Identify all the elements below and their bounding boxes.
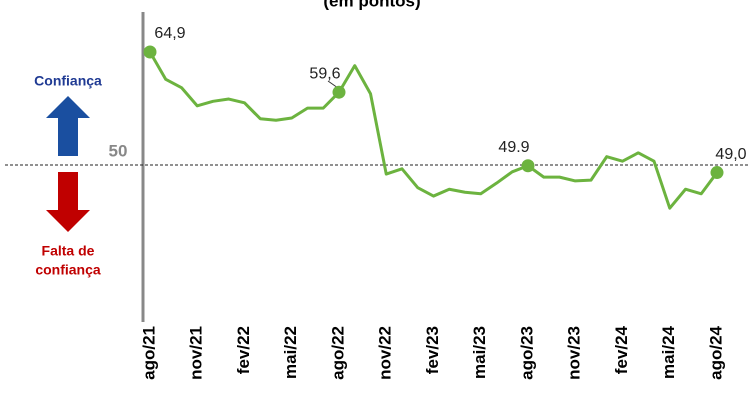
x-tick-label: mai/24 [659,325,678,378]
data-label: 64,9 [154,25,185,42]
x-tick-label: nov/22 [376,326,395,380]
x-tick-label: ago/23 [517,326,536,380]
data-point [710,166,724,180]
x-tick-label: mai/22 [281,326,300,379]
data-line [148,51,719,210]
chart-title: (em pontos) [323,0,420,10]
x-tick-label: ago/21 [139,326,158,380]
reference-label: 50 [109,141,128,160]
data-label: 49,0 [715,146,746,163]
down-arrow [46,172,90,232]
data-label: 49.9 [498,139,529,156]
data-point [143,45,157,59]
lower-label: Falta de [42,243,95,259]
data-point [521,159,535,173]
lower-label: confiança [35,262,101,278]
x-tick-label: fev/23 [423,326,442,374]
x-tick-label: nov/21 [187,326,206,380]
x-tick-label: ago/22 [328,326,347,380]
data-point [332,85,346,99]
x-tick-label: mai/23 [470,326,489,379]
data-label: 59,6 [309,65,340,82]
x-tick-label: ago/24 [706,325,725,379]
upper-label: Confiança [34,73,102,89]
x-tick-label: fev/22 [234,326,253,374]
up-arrow [46,96,90,156]
x-tick-label: fev/24 [612,325,631,374]
x-tick-label: nov/23 [565,326,584,380]
